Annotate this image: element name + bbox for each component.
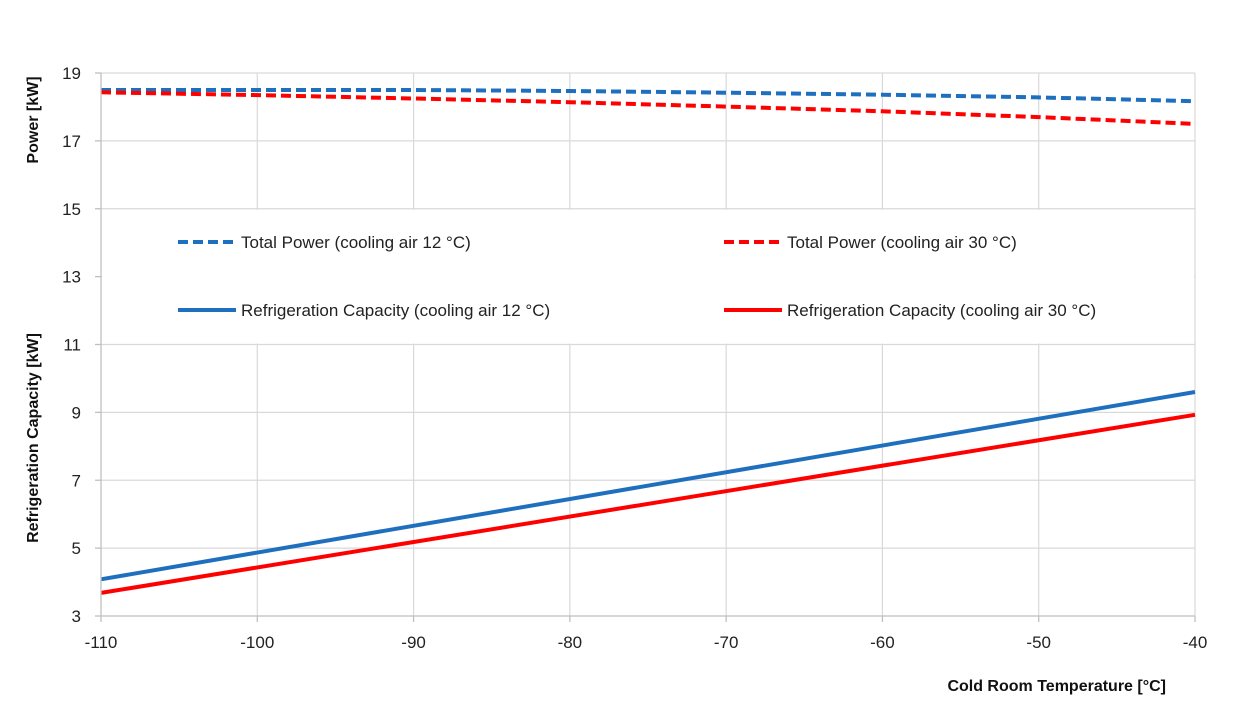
x-tick-label: -40 bbox=[1183, 633, 1208, 652]
x-tick-labels: -110 -100 -90 -80 -70 -60 -50 -40 bbox=[85, 633, 1208, 652]
y-tick-label: 5 bbox=[72, 539, 81, 558]
legend-label-4: Refrigeration Capacity (cooling air 30 °… bbox=[787, 301, 1096, 320]
y-tick-label: 17 bbox=[62, 132, 81, 151]
series-line-1 bbox=[101, 88, 1196, 104]
series-line-3 bbox=[100, 390, 1196, 582]
x-tick-label: -110 bbox=[85, 633, 118, 652]
y-tick-label: 13 bbox=[62, 268, 81, 287]
y-axis-title-power: Power [kW] bbox=[25, 76, 42, 163]
x-tick-label: -60 bbox=[870, 633, 895, 652]
legend-label-2: Total Power (cooling air 30 °C) bbox=[787, 233, 1017, 252]
y-tick-label: 15 bbox=[62, 200, 81, 219]
x-tick-label: -80 bbox=[558, 633, 583, 652]
x-tick-label: -50 bbox=[1026, 633, 1051, 652]
legend-background bbox=[102, 209, 1194, 344]
axes bbox=[95, 72, 1196, 622]
y-tick-label: 3 bbox=[72, 607, 81, 626]
x-tick-label: -70 bbox=[714, 633, 739, 652]
x-axis-title: Cold Room Temperature [°C] bbox=[947, 678, 1166, 695]
y-tick-label: 9 bbox=[72, 403, 81, 422]
series-line-4 bbox=[100, 412, 1196, 595]
y-axis-title-refrigeration: Refrigeration Capacity [kW] bbox=[25, 333, 42, 543]
y-tick-label: 19 bbox=[62, 64, 81, 83]
legend-label-3: Refrigeration Capacity (cooling air 12 °… bbox=[241, 301, 550, 320]
legend-label-1: Total Power (cooling air 12 °C) bbox=[241, 233, 471, 252]
grid bbox=[101, 72, 1196, 616]
series-line-2 bbox=[100, 90, 1196, 126]
x-tick-label: -90 bbox=[401, 633, 426, 652]
series-group bbox=[100, 88, 1196, 595]
y-tick-label: 11 bbox=[63, 336, 81, 355]
y-tick-labels: 3 5 7 9 11 13 15 17 19 bbox=[62, 64, 81, 626]
x-tick-label: -100 bbox=[240, 633, 274, 652]
y-tick-label: 7 bbox=[72, 471, 81, 490]
legend: Total Power (cooling air 12 °C) Total Pow… bbox=[178, 233, 1096, 320]
